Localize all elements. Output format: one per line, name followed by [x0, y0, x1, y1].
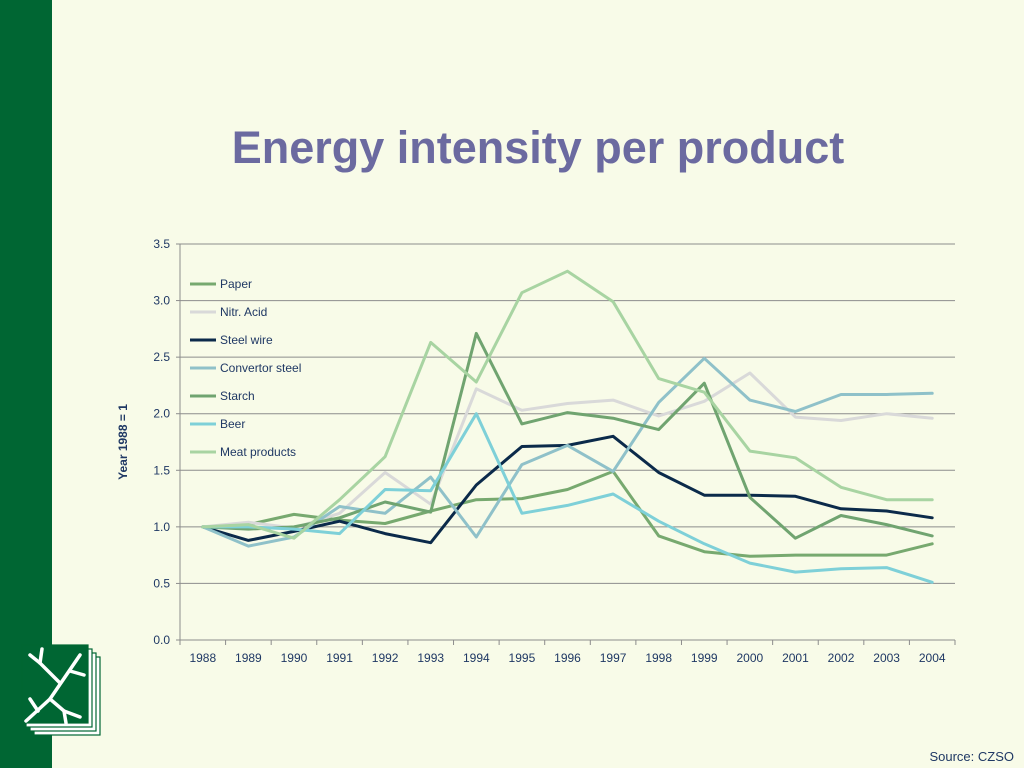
- y-tick-label: 2.0: [153, 407, 170, 421]
- x-tick-label: 1998: [645, 651, 672, 665]
- y-tick-label: 1.0: [153, 520, 170, 534]
- legend-label: Paper: [220, 277, 252, 291]
- x-tick-label: 1994: [463, 651, 490, 665]
- x-tick-label: 1992: [372, 651, 399, 665]
- x-tick-label: 2000: [737, 651, 764, 665]
- series-line: [201, 269, 934, 540]
- legend-label: Steel wire: [220, 333, 273, 347]
- series-line: [201, 331, 934, 540]
- series-line: [201, 412, 934, 584]
- y-axis-label: Year 1988 = 1: [116, 404, 130, 480]
- x-tick-label: 1997: [600, 651, 627, 665]
- legend-label: Starch: [220, 389, 255, 403]
- series-line: [201, 469, 934, 558]
- series-line: [201, 356, 934, 548]
- x-tick-label: 1991: [326, 651, 353, 665]
- legend-label: Beer: [220, 417, 245, 431]
- x-tick-label: 2003: [873, 651, 900, 665]
- x-tick-label: 1988: [189, 651, 216, 665]
- x-tick-label: 1999: [691, 651, 718, 665]
- legend-label: Meat products: [220, 445, 296, 459]
- x-tick-label: 2002: [828, 651, 855, 665]
- y-tick-label: 1.5: [153, 463, 170, 477]
- page-title: Energy intensity per product: [231, 122, 845, 173]
- sidebar-band: [0, 0, 52, 768]
- line-chart: 0.0 0.5 1.0 1.5 2.0 2.5 3.0 3.5 1988 1989 1990 1991…: [116, 237, 956, 665]
- x-tick-label: 1993: [417, 651, 444, 665]
- x-tick-label: 2004: [919, 651, 946, 665]
- x-tick-label: 2001: [782, 651, 809, 665]
- y-tick-label: 3.0: [153, 294, 170, 308]
- x-tick-label: 1996: [554, 651, 581, 665]
- y-tick-label: 0.5: [153, 576, 170, 590]
- y-tick-label: 3.5: [153, 237, 170, 251]
- source-note: Source: CZSO: [929, 749, 1014, 764]
- y-tick-label: 2.5: [153, 350, 170, 364]
- y-tick-label: 0.0: [153, 633, 170, 647]
- x-tick-label: 1990: [281, 651, 308, 665]
- tree-book-logo-icon: [21, 644, 101, 736]
- legend-label: Nitr. Acid: [220, 305, 267, 319]
- x-tick-label: 1995: [509, 651, 536, 665]
- legend-label: Convertor steel: [220, 361, 301, 375]
- x-tick-label: 1989: [235, 651, 262, 665]
